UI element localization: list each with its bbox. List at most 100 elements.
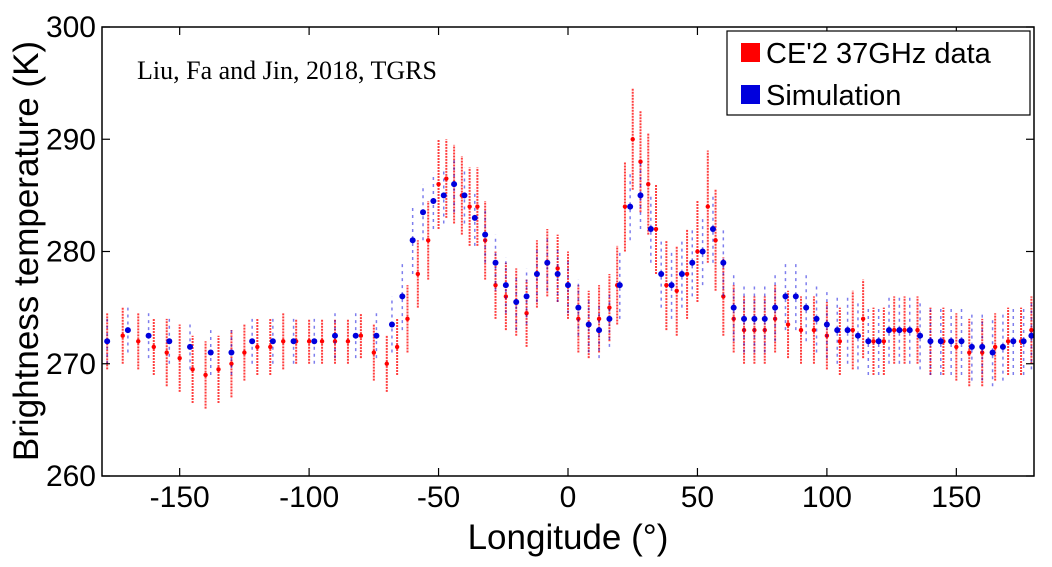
y-tick-label: 260 [46,460,96,493]
data-point [782,293,789,300]
legend-swatch-simulation [741,85,760,104]
data-point [187,343,194,350]
data-point [875,338,882,345]
data-point [502,282,509,289]
data-point [881,339,887,344]
data-point [678,270,685,277]
data-point [461,192,468,199]
data-point [792,293,799,300]
data-point [190,367,195,372]
data-point [653,226,659,232]
data-point [664,282,669,288]
data-point [741,315,748,322]
x-tick-label: -50 [417,481,460,514]
data-point [444,176,449,181]
data-point [695,249,700,254]
data-point [979,343,986,350]
data-point [713,238,718,243]
data-point [751,315,758,322]
data-point [124,327,131,334]
data-point [151,344,156,350]
data-point [871,339,876,344]
data-point [290,338,297,345]
x-tick-label: -150 [150,481,210,514]
data-point [451,181,458,188]
data-point [319,339,325,344]
data-point [596,316,602,322]
data-point [493,282,498,288]
data-point [415,271,421,277]
data-point [892,327,897,333]
y-tick-label: 300 [46,11,96,44]
data-point [622,204,628,209]
data-point [492,259,499,266]
data-point [689,259,696,266]
legend-label-simulation: Simulation [766,80,901,112]
x-tick-label: 0 [560,481,577,514]
y-tick-label: 290 [46,123,96,156]
data-point [405,316,410,322]
data-point [606,315,613,322]
data-point [967,350,972,355]
data-point [948,338,955,345]
data-point [436,181,441,187]
data-point [544,259,551,266]
data-point [533,270,540,277]
data-point [467,204,472,209]
data-point [104,338,111,345]
legend-swatch-ce2 [741,43,760,62]
data-point [523,293,530,300]
data-point [281,339,286,344]
data-point [658,270,665,277]
ticks-layer: -150 -100 -50 0 50 100 150 260 270 280 290 300 [46,11,1034,514]
data-point [229,361,234,366]
data-point [207,349,214,356]
data-point [627,203,634,210]
data-point [638,159,643,164]
data-point [311,338,318,345]
data-point [968,343,975,350]
data-point [844,327,851,334]
data-point [992,344,998,350]
data-point [989,349,996,356]
data-point [565,282,571,289]
series-0 [104,88,1034,409]
data-point [646,181,651,187]
data-point [927,338,934,345]
data-point [630,137,635,142]
data-point [823,321,830,328]
data-point [607,305,612,310]
data-point [358,333,364,338]
x-tick-label: 50 [681,481,714,514]
data-point [637,192,644,199]
data-point [937,338,944,345]
data-point [958,338,965,345]
data-point [164,350,169,355]
data-point [242,350,247,355]
data-point [705,204,710,209]
data-point [352,332,359,339]
data-point [999,343,1006,350]
data-point [426,238,431,243]
data-point [216,367,221,372]
data-point [554,270,561,277]
legend-label-ce2: CE'2 37GHz data [766,38,992,70]
data-point [420,209,427,216]
data-point [850,327,855,333]
data-point [730,304,737,311]
data-point [524,311,529,316]
data-point [475,204,480,209]
data-point [228,349,235,356]
marks-layer [104,88,1035,409]
x-tick-label: -100 [279,481,339,514]
data-point [860,316,866,322]
data-point [430,197,437,204]
series-1 [104,156,1035,387]
data-point [440,192,447,199]
data-point [394,344,400,350]
data-point [255,344,260,350]
data-point [785,322,791,327]
data-point [674,288,679,293]
data-point [482,231,489,238]
